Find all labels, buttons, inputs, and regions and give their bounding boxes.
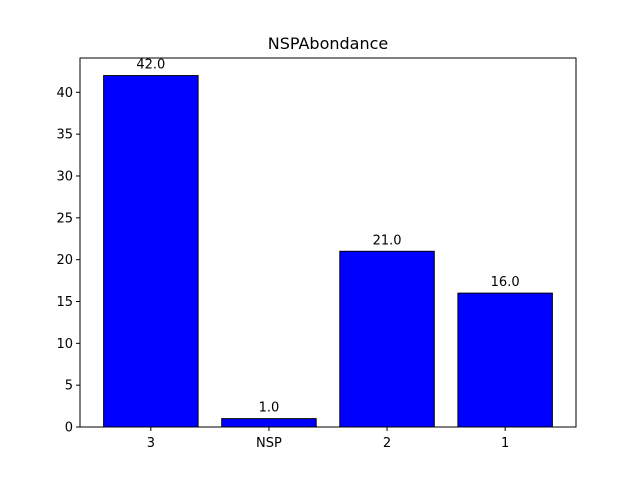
- bar: [221, 418, 317, 428]
- data-label: 42.0: [136, 58, 165, 73]
- y-tick-label: 35: [56, 128, 73, 143]
- y-tick-label: 10: [56, 337, 73, 352]
- y-tick-label: 40: [56, 86, 73, 101]
- data-label: 21.0: [373, 233, 402, 248]
- data-labels-group: 42.0 1.0 21.0 16.0: [136, 58, 519, 416]
- y-tick-label: 20: [56, 253, 73, 268]
- y-axis: 0 5 10 15 20 25 30 35 40: [56, 86, 80, 436]
- x-axis: 3 NSP 2 1: [147, 427, 509, 451]
- y-tick-label: 25: [56, 211, 73, 226]
- bars-group: [103, 75, 553, 428]
- y-tick-label: 30: [56, 169, 73, 184]
- x-tick-label: 2: [383, 436, 391, 451]
- y-tick-label: 0: [65, 421, 73, 436]
- chart-title: NSPAbondance: [268, 34, 389, 53]
- x-tick-label: NSP: [256, 436, 282, 451]
- data-label: 1.0: [259, 401, 280, 416]
- x-tick-label: 3: [147, 436, 155, 451]
- plot-frame: [79, 57, 577, 428]
- bar: [457, 292, 553, 428]
- bar: [103, 75, 199, 428]
- data-label: 16.0: [491, 275, 520, 290]
- x-tick-label: 1: [501, 436, 509, 451]
- y-tick-label: 15: [56, 295, 73, 310]
- bar: [339, 250, 435, 428]
- y-tick-label: 5: [65, 379, 73, 394]
